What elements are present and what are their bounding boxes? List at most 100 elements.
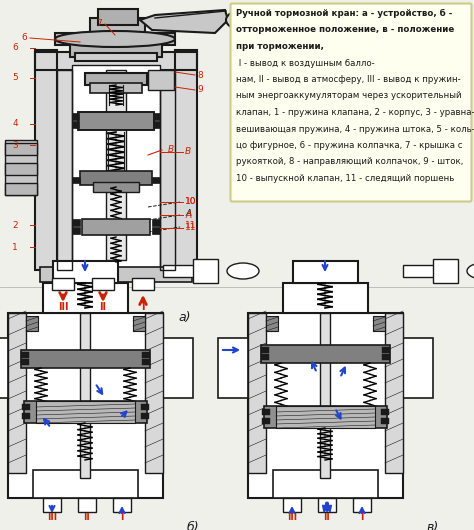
- Bar: [80, 171, 152, 185]
- Bar: [52, 278, 74, 290]
- Bar: [21, 350, 150, 368]
- Bar: [92, 278, 114, 290]
- Text: 10 - выпускной клапан, 11 - следящий поршень: 10 - выпускной клапан, 11 - следящий пор…: [236, 174, 455, 183]
- Bar: [22, 404, 30, 410]
- Bar: [40, 267, 192, 282]
- Bar: [57, 70, 72, 270]
- Bar: [26, 316, 38, 331]
- Bar: [8, 313, 163, 498]
- Bar: [78, 112, 154, 130]
- Bar: [5, 183, 37, 195]
- Bar: [373, 316, 385, 331]
- Bar: [93, 182, 139, 192]
- Text: III: III: [58, 302, 68, 312]
- Text: 4: 4: [12, 119, 18, 128]
- Bar: [261, 345, 390, 363]
- Text: I: I: [120, 513, 124, 522]
- Bar: [43, 498, 61, 512]
- Bar: [35, 50, 57, 270]
- Text: 6: 6: [21, 33, 27, 42]
- Bar: [55, 33, 175, 45]
- Bar: [163, 338, 193, 398]
- Text: Ручной тормозной кран: а - устройство, б -: Ручной тормозной кран: а - устройство, б…: [236, 9, 452, 18]
- Bar: [193, 259, 218, 283]
- Bar: [35, 52, 197, 70]
- Bar: [132, 278, 154, 290]
- Bar: [24, 401, 147, 423]
- Bar: [72, 121, 79, 128]
- Text: B: B: [168, 145, 174, 154]
- Text: 9: 9: [197, 85, 203, 94]
- Bar: [35, 50, 57, 270]
- Bar: [80, 313, 90, 478]
- Bar: [266, 316, 278, 331]
- Bar: [163, 265, 213, 277]
- Bar: [381, 418, 389, 424]
- Bar: [261, 347, 269, 353]
- Bar: [43, 283, 128, 313]
- Bar: [152, 227, 160, 234]
- Bar: [153, 121, 160, 128]
- Bar: [318, 498, 336, 512]
- Text: в): в): [427, 522, 439, 530]
- Bar: [248, 313, 403, 498]
- Bar: [262, 418, 270, 424]
- Bar: [21, 352, 29, 358]
- Bar: [0, 338, 8, 398]
- Text: 7: 7: [96, 20, 102, 29]
- Bar: [22, 413, 30, 419]
- Text: 11: 11: [185, 222, 197, 231]
- Text: I - вывод к воздушным балло-: I - вывод к воздушным балло-: [236, 58, 375, 67]
- Bar: [78, 112, 154, 130]
- Bar: [8, 313, 26, 473]
- FancyBboxPatch shape: [230, 4, 472, 201]
- Bar: [175, 50, 197, 270]
- Text: 5: 5: [12, 74, 18, 83]
- Bar: [142, 352, 150, 358]
- Text: 10: 10: [185, 198, 197, 207]
- Bar: [293, 261, 358, 283]
- Bar: [382, 347, 390, 353]
- Text: II: II: [100, 302, 107, 312]
- Text: а): а): [179, 311, 191, 323]
- Text: отторможенное положение, в - положение: отторможенное положение, в - положение: [236, 25, 454, 34]
- Text: нам, II - вывод в атмосферу, III - вывод к пружин-: нам, II - вывод в атмосферу, III - вывод…: [236, 75, 461, 84]
- Bar: [53, 261, 118, 283]
- Bar: [145, 313, 163, 473]
- Text: III: III: [47, 513, 57, 522]
- Text: 1: 1: [12, 243, 18, 252]
- Bar: [261, 354, 269, 360]
- Text: III: III: [287, 513, 297, 522]
- Bar: [248, 313, 266, 473]
- Bar: [106, 70, 126, 260]
- Bar: [403, 265, 453, 277]
- Bar: [5, 143, 37, 155]
- Bar: [33, 470, 138, 498]
- Bar: [141, 413, 149, 419]
- Text: ным энергоаккумуляторам через ускорительный: ным энергоаккумуляторам через ускоритель…: [236, 92, 462, 101]
- Text: клапан, 1 - пружина клапана, 2 - корпус, 3 - уравна-: клапан, 1 - пружина клапана, 2 - корпус,…: [236, 108, 474, 117]
- Ellipse shape: [226, 9, 270, 31]
- Text: при торможении,: при торможении,: [236, 42, 324, 51]
- Bar: [72, 65, 160, 270]
- Text: A: A: [185, 209, 191, 218]
- Bar: [160, 70, 175, 270]
- Bar: [433, 259, 458, 283]
- Bar: [148, 70, 174, 90]
- Bar: [283, 283, 368, 313]
- Bar: [72, 113, 79, 120]
- Bar: [98, 9, 138, 25]
- Bar: [218, 338, 248, 398]
- Bar: [78, 498, 96, 512]
- Bar: [385, 313, 403, 473]
- Polygon shape: [140, 10, 228, 33]
- Bar: [36, 401, 135, 423]
- Bar: [85, 73, 147, 85]
- Bar: [283, 498, 301, 512]
- Bar: [175, 50, 197, 270]
- Text: 3: 3: [12, 140, 18, 149]
- Ellipse shape: [55, 31, 175, 47]
- Text: цо фигурное, 6 - пружина колпачка, 7 - крышка с: цо фигурное, 6 - пружина колпачка, 7 - к…: [236, 141, 463, 150]
- Bar: [153, 113, 160, 120]
- Text: вешивающая пружина, 4 - пружина штока, 5 - коль-: вешивающая пружина, 4 - пружина штока, 5…: [236, 125, 474, 134]
